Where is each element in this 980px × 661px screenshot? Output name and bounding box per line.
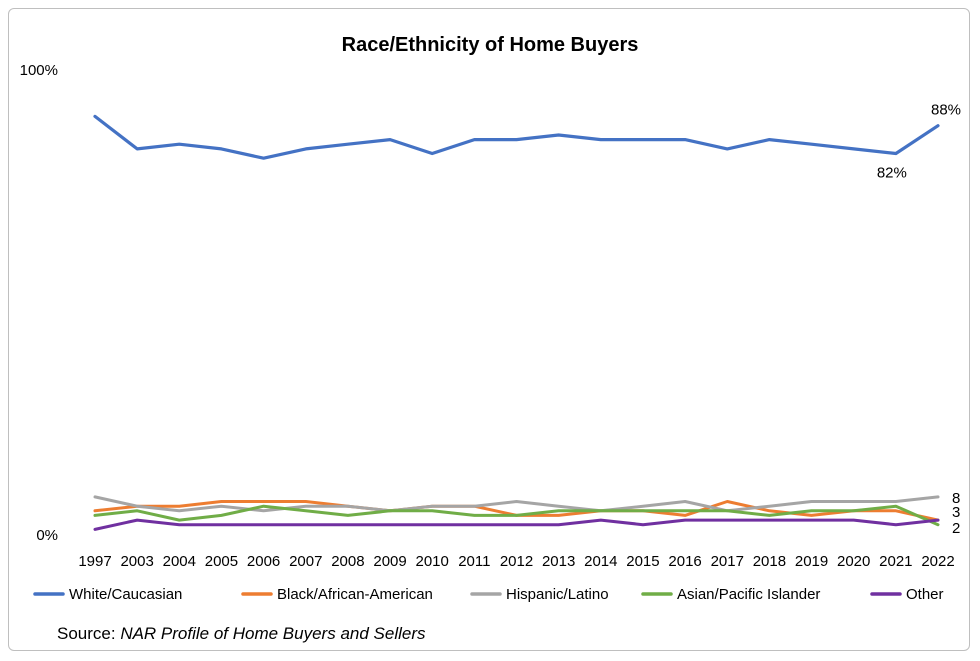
data-labels: 88% 82% 832 bbox=[877, 102, 961, 537]
x-tick-label: 2018 bbox=[753, 553, 786, 570]
x-tick-label: 2016 bbox=[668, 553, 701, 570]
x-tick-label: 2009 bbox=[373, 553, 406, 570]
data-label: 88% bbox=[931, 102, 961, 119]
x-tick-label: 2010 bbox=[416, 553, 449, 570]
series-lines bbox=[93, 114, 940, 531]
data-label: 3 bbox=[952, 504, 960, 521]
y-tick-label-top: 100% bbox=[20, 62, 58, 79]
x-tick-label: 2015 bbox=[626, 553, 659, 570]
legend-label: Hispanic/Latino bbox=[506, 586, 609, 603]
x-tick-label: 2013 bbox=[542, 553, 575, 570]
legend-label: White/Caucasian bbox=[69, 586, 182, 603]
series-line-hispanic-latino bbox=[93, 495, 940, 513]
x-tick-label: 2012 bbox=[500, 553, 533, 570]
series-line-white-caucasian bbox=[93, 114, 940, 160]
source-prefix: Source: bbox=[57, 624, 121, 643]
chart-title: Race/Ethnicity of Home Buyers bbox=[342, 34, 639, 56]
y-tick-label-bottom: 0% bbox=[36, 527, 58, 544]
x-tick-label: 2020 bbox=[837, 553, 870, 570]
legend-label: Black/African-American bbox=[277, 586, 433, 603]
data-label: 2 bbox=[952, 520, 960, 537]
x-tick-label: 2019 bbox=[795, 553, 828, 570]
legend: White/Caucasian Black/African-American His… bbox=[33, 586, 944, 603]
x-tick-label: 2011 bbox=[458, 553, 490, 570]
series-line-asian-pacific-islander bbox=[93, 504, 940, 527]
data-label: 82% bbox=[877, 165, 907, 182]
x-tick-label: 2017 bbox=[711, 553, 744, 570]
x-tick-label: 2014 bbox=[584, 553, 617, 570]
x-tick-label: 2021 bbox=[879, 553, 912, 570]
data-label: 8 bbox=[952, 490, 960, 507]
x-tick-label: 1997 bbox=[78, 553, 111, 570]
x-tick-label: 2004 bbox=[163, 553, 196, 570]
legend-label: Other bbox=[906, 586, 944, 603]
x-tick-label: 2008 bbox=[331, 553, 364, 570]
x-tick-label: 2022 bbox=[921, 553, 954, 570]
x-tick-label: 2003 bbox=[120, 553, 153, 570]
series-line-other bbox=[93, 518, 940, 531]
x-tick-label: 2005 bbox=[205, 553, 238, 570]
x-tick-label: 2007 bbox=[289, 553, 322, 570]
source-note: Source: NAR Profile of Home Buyers and S… bbox=[57, 624, 426, 644]
legend-label: Asian/Pacific Islander bbox=[677, 586, 820, 603]
x-axis-tick-labels: 1997 2003 2004 2005 2006 2007 2008 2009 2010 2011… bbox=[78, 553, 954, 570]
source-name: NAR Profile of Home Buyers and Sellers bbox=[120, 624, 426, 643]
x-tick-label: 2006 bbox=[247, 553, 280, 570]
chart-frame bbox=[8, 8, 970, 651]
